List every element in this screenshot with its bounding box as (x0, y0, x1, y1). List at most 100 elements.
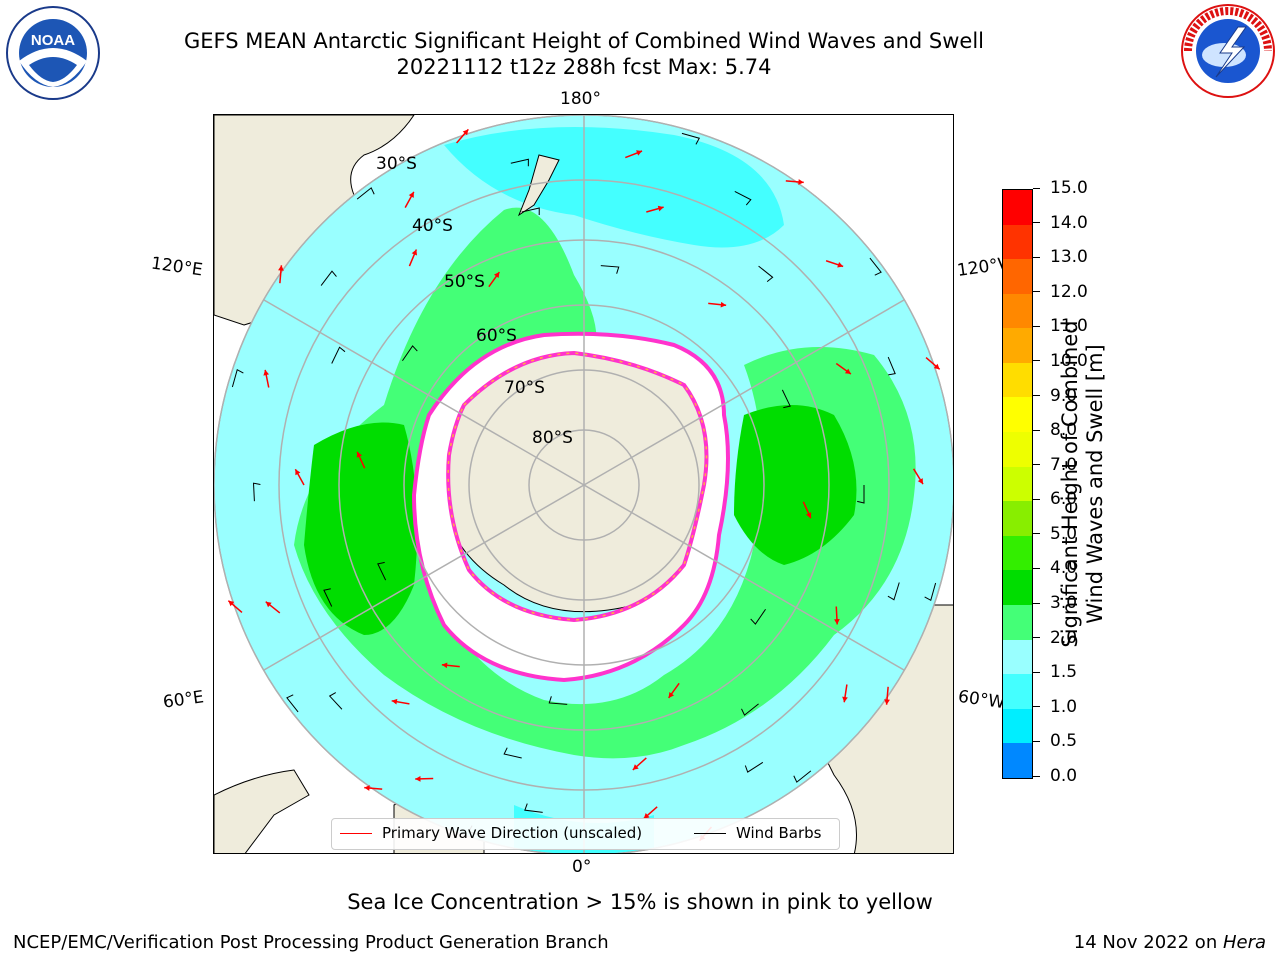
lon-label-0: 0° (572, 857, 592, 877)
colorbar-tick-mark (1033, 533, 1040, 535)
legend-wave-label: Primary Wave Direction (unscaled) (382, 824, 643, 842)
wind-barb (744, 761, 764, 773)
wind-barb (503, 747, 522, 759)
noaa-logo-text: NOAA (31, 32, 75, 49)
lon-label-60e: 60°E (161, 687, 206, 713)
legend-barb-label: Wind Barbs (736, 824, 822, 842)
colorbar-segment (1003, 535, 1032, 571)
wave-arrowhead (837, 262, 844, 268)
colorbar-segment (1003, 708, 1032, 744)
wind-barb (521, 207, 540, 216)
wind-barb (356, 187, 375, 200)
wave-arrowhead (493, 272, 500, 278)
colorbar-tick: 9.0 (1033, 386, 1077, 406)
colorbar-tick-label: 2.0 (1050, 627, 1078, 648)
colorbar-tick-mark (1033, 740, 1040, 742)
colorbar-tick-mark (1033, 256, 1040, 258)
colorbar-tick-mark (1033, 222, 1040, 224)
colorbar-tick: 13.0 (1033, 247, 1088, 267)
colorbar-tick-label: 0.0 (1050, 766, 1078, 786)
colorbar-tick-label: 6.0 (1050, 489, 1078, 510)
wind-barb (750, 608, 766, 625)
wave-arrowhead (668, 692, 675, 698)
colorbar-tick-mark (1033, 498, 1040, 500)
colorbar-tick: 5.0 (1033, 524, 1077, 544)
wave-arrowhead (408, 191, 414, 198)
colorbar-segment (1003, 501, 1032, 536)
wind-barb (869, 257, 882, 276)
lat-label-40s: 40°S (412, 216, 453, 236)
colorbar-tick-mark (1033, 360, 1040, 362)
wave-arrowhead (798, 179, 804, 185)
colorbar-tick-label: 4.0 (1050, 558, 1078, 579)
colorbar-tick-label: 15.0 (1050, 178, 1088, 198)
noaa-logo-icon: NOAA (6, 6, 100, 100)
colorbar-tick: 1.5 (1033, 662, 1077, 682)
wind-barb (781, 389, 791, 409)
lon-label-120e: 120°E (149, 253, 204, 281)
wave-arrowhead (632, 764, 639, 770)
wind-barb (286, 694, 299, 713)
wind-barb (741, 703, 759, 716)
colorbar-tick: 6.0 (1033, 489, 1077, 509)
wind-barb (252, 482, 261, 502)
colorbar-tick-label: 13.0 (1050, 247, 1088, 268)
lat-label-70s: 70°S (504, 378, 545, 398)
colorbar-segment (1003, 432, 1032, 467)
wind-barb (600, 265, 620, 274)
wind-barb (887, 356, 896, 376)
footer-machine: Hera (1222, 932, 1266, 953)
wave-arrowhead (842, 696, 848, 703)
wind-barb (377, 561, 387, 581)
black-line-icon (694, 832, 726, 834)
colorbar-segment (1003, 570, 1032, 605)
lat-label-80s: 80°S (532, 428, 573, 448)
colorbar-segment (1003, 293, 1032, 329)
wave-arrowhead (295, 469, 301, 476)
wave-arrowhead (391, 698, 398, 705)
colorbar-tick-label: 11.0 (1050, 316, 1088, 337)
chart-subtitle: 20221112 t12z 288h fcst Max: 5.74 (396, 55, 772, 79)
colorbar-tick-mark (1033, 775, 1040, 777)
wave-arrowhead (834, 619, 840, 625)
wave-arrowhead (228, 600, 235, 607)
colorbar-tick: 3.0 (1033, 593, 1077, 613)
colorbar-tick-mark (1033, 637, 1040, 639)
wave-arrowhead (844, 368, 851, 375)
colorbar-segment (1003, 397, 1032, 433)
wave-arrowhead (415, 775, 421, 782)
wind-barb (758, 265, 774, 283)
colorbar-tick-label: 10.0 (1050, 350, 1088, 371)
lat-label-30s: 30°S (376, 154, 417, 174)
wave-arrowhead (364, 785, 370, 791)
colorbar-segment (1003, 328, 1032, 363)
wave-arrowhead (356, 451, 363, 458)
colorbar-tick-mark (1033, 395, 1040, 397)
colorbar-tick-mark (1033, 706, 1040, 708)
legend-item-wave: Primary Wave Direction (unscaled) (340, 824, 642, 842)
wind-barb (402, 345, 418, 362)
colorbar-tick-mark (1033, 567, 1040, 569)
colorbar-segment (1003, 362, 1032, 398)
colorbar-tick-label: 5.0 (1050, 523, 1078, 544)
wave-arrowhead (643, 813, 650, 819)
colorbar-segment (1003, 259, 1032, 294)
wave-arrowhead (933, 363, 940, 370)
colorbar-title-line2: Wind Waves and Swell [m] (1083, 344, 1107, 624)
legend-item-barbs: Wind Barbs (694, 824, 821, 842)
wind-barb (548, 696, 568, 705)
wind-barb (887, 582, 900, 601)
colorbar-tick: 4.0 (1033, 558, 1077, 578)
wave-arrowhead (657, 205, 664, 212)
colorbar-tick: 12.0 (1033, 282, 1088, 302)
footer-credit: NCEP/EMC/Verification Post Processing Pr… (13, 932, 609, 953)
wave-arrowhead (805, 512, 812, 519)
colorbar-tick-mark (1033, 429, 1040, 431)
lon-label-60w: 60°W (956, 686, 1007, 714)
colorbar-segment (1003, 674, 1032, 709)
colorbar-tick: 0.5 (1033, 731, 1077, 751)
colorbar (1002, 189, 1033, 779)
colorbar-tick-mark (1033, 602, 1040, 604)
wind-barb (793, 770, 812, 783)
chart-title: GEFS MEAN Antarctic Significant Height o… (183, 29, 985, 53)
